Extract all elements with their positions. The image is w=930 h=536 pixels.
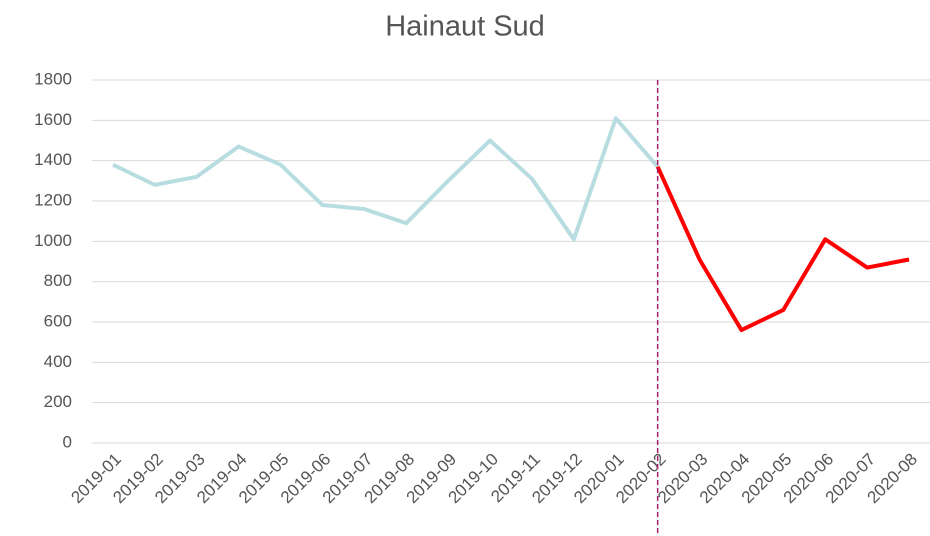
series-line xyxy=(112,116,660,242)
y-tick-label: 1400 xyxy=(34,150,72,169)
series-line xyxy=(655,165,910,333)
y-tick-label: 600 xyxy=(44,311,72,330)
y-tick-label: 400 xyxy=(44,352,72,371)
y-tick-label: 200 xyxy=(44,392,72,411)
y-tick-label: 1000 xyxy=(34,231,72,250)
chart-title: Hainaut Sud xyxy=(385,11,545,43)
y-tick-label: 800 xyxy=(44,271,72,290)
y-tick-label: 1200 xyxy=(34,190,72,209)
y-tick-label: 1800 xyxy=(34,69,72,88)
y-tick-label: 0 xyxy=(63,432,72,451)
y-tick-label: 1600 xyxy=(34,110,72,129)
